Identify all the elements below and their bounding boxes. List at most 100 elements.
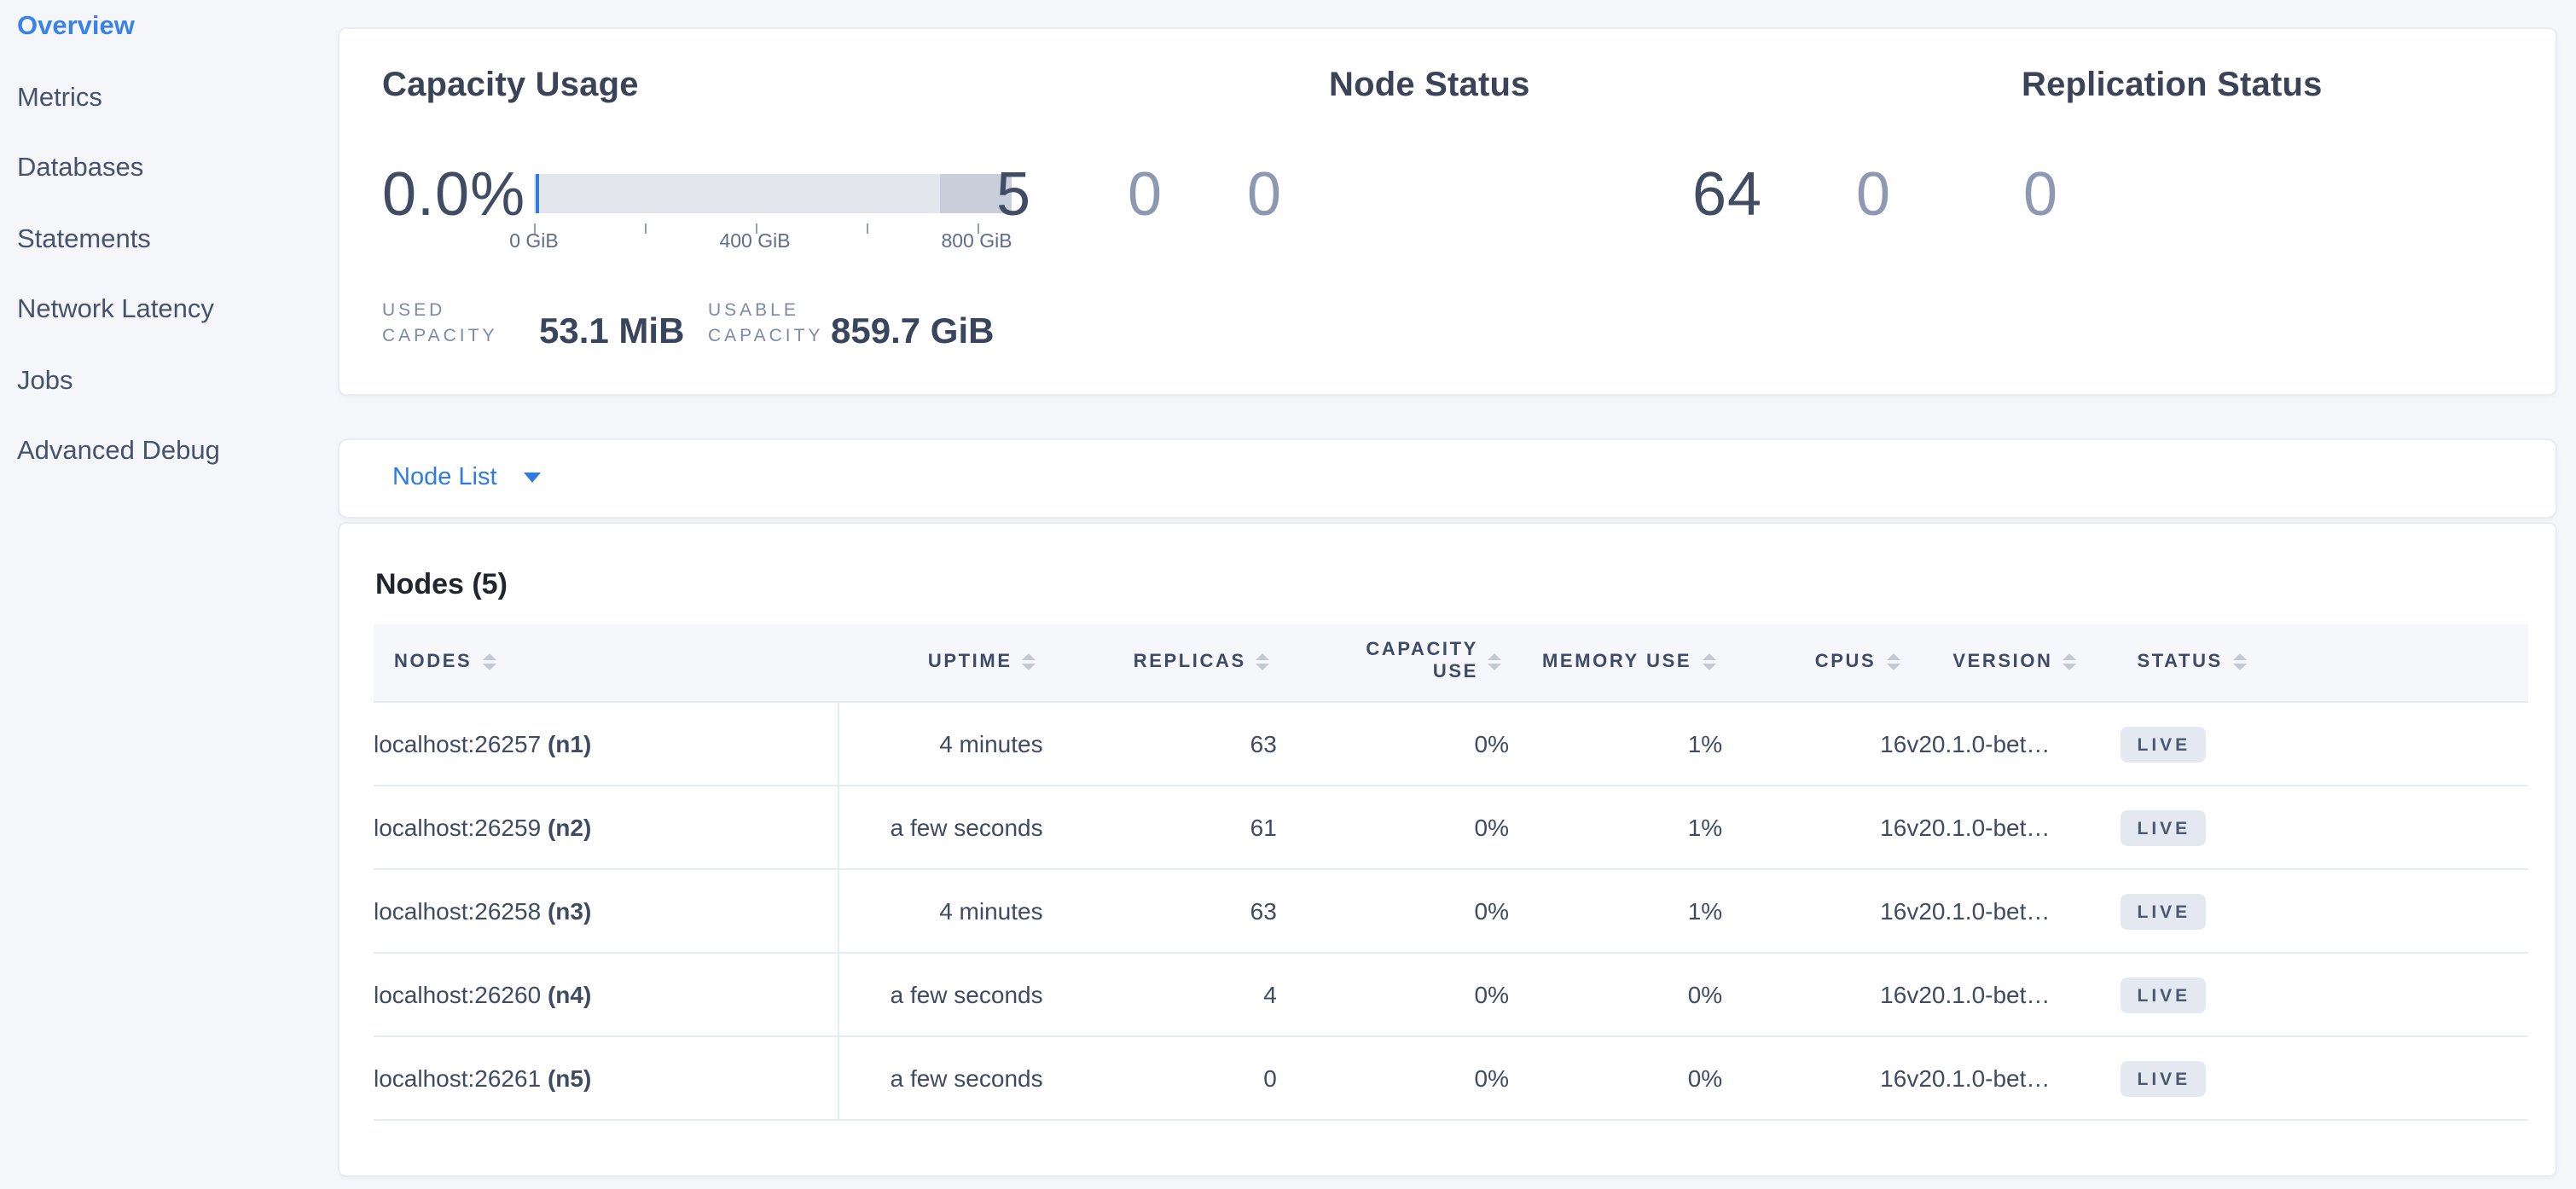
used-capacity-value: 53.1 MiB [539, 312, 685, 351]
node-id: (n3) [547, 897, 592, 925]
cell-memory-use: 0% [1508, 1036, 1723, 1121]
nodes-heading: Nodes (5) [375, 567, 508, 600]
status-badge: LIVE [2120, 977, 2207, 1012]
cell-nodes[interactable]: localhost:26261 (n5) [374, 1036, 839, 1121]
column-label: MEMORY USE [1542, 652, 1692, 673]
usable-capacity-value: 859.7 GiB [831, 312, 995, 351]
node-id: (n2) [547, 814, 592, 841]
column-label: STATUS [2137, 652, 2223, 673]
stat-value-dead-nodes: 0 [1247, 159, 1283, 229]
node-list-dropdown[interactable]: Node List [392, 464, 497, 492]
axis-tick-label: 400 GiB [719, 232, 791, 252]
column-label: NODES [394, 652, 473, 673]
cell-version: v20.1.0-bet… [1906, 786, 2121, 870]
sidebar-item-metrics[interactable]: Metrics [17, 83, 102, 112]
cell-status: LIVE [2120, 869, 2528, 954]
column-header-status[interactable]: STATUS [2120, 624, 2528, 703]
column-header-uptime[interactable]: UPTIME [838, 624, 1043, 703]
status-badge: LIVE [2120, 1060, 2207, 1096]
column-header-capacity-use[interactable]: CAPACITY USE [1276, 624, 1509, 703]
sidebar-item-databases[interactable]: Databases [17, 154, 144, 183]
cell-nodes[interactable]: localhost:26258 (n3) [374, 869, 839, 954]
node-address: localhost:26260 [374, 981, 548, 1008]
table-row: localhost:26259 (n2) a few seconds 61 0% 1% 1… [374, 786, 2528, 870]
axis-tick-label: 800 GiB [941, 232, 1012, 252]
sidebar-item-jobs[interactable]: Jobs [17, 366, 73, 395]
chevron-down-icon[interactable] [524, 473, 542, 484]
table-row: localhost:26258 (n3) 4 minutes 63 0% 1% 16 v20… [374, 869, 2528, 954]
sort-icon [2063, 653, 2077, 671]
cell-uptime: a few seconds [838, 953, 1043, 1037]
cell-version: v20.1.0-bet… [1906, 869, 2121, 954]
capacity-bar-reserved-segment [940, 174, 1012, 213]
column-header-nodes[interactable]: NODES [374, 624, 838, 703]
cell-nodes[interactable]: localhost:26257 (n1) [374, 702, 839, 786]
node-address: localhost:26258 [374, 897, 548, 925]
cell-status: LIVE [2120, 953, 2528, 1037]
cell-cpus: 16 [1722, 786, 1907, 870]
cell-memory-use: 0% [1508, 953, 1723, 1037]
cell-replicas: 61 [1042, 786, 1277, 870]
column-label: CPUS [1814, 652, 1877, 673]
sort-icon [1886, 653, 1900, 671]
column-header-version[interactable]: VERSION [1906, 624, 2121, 703]
cell-capacity-use: 0% [1276, 1036, 1509, 1121]
cell-nodes[interactable]: localhost:26260 (n4) [374, 953, 839, 1037]
status-badge: LIVE [2120, 893, 2207, 929]
sidebar-item-statements[interactable]: Statements [17, 224, 151, 253]
node-status-title: Node Status [1329, 67, 1530, 104]
cell-uptime: a few seconds [838, 786, 1043, 870]
sidebar-item-overview[interactable]: Overview [17, 12, 135, 41]
cell-status: LIVE [2120, 702, 2528, 786]
used-capacity-label: USED CAPACITY [382, 300, 498, 346]
sort-icon [1022, 653, 1036, 671]
nodes-table: NODES UPTIME REPLICAS CAPACITY USE MEMORY US… [374, 624, 2528, 1121]
cell-nodes[interactable]: localhost:26259 (n2) [374, 786, 839, 870]
column-header-memory-use[interactable]: MEMORY USE [1508, 624, 1723, 703]
cell-status: LIVE [2120, 786, 2528, 870]
view-selector-bar: Node List [338, 438, 2557, 518]
stat-value-under-replicated-ranges: 0 [1856, 159, 1892, 229]
cell-capacity-use: 0% [1276, 869, 1509, 954]
capacity-usage-title: Capacity Usage [382, 67, 639, 104]
status-badge: LIVE [2120, 809, 2207, 845]
table-row: localhost:26260 (n4) a few seconds 4 0% 0% 16… [374, 953, 2528, 1037]
axis-tick-mark [977, 223, 978, 234]
cell-cpus: 16 [1722, 953, 1907, 1037]
cell-capacity-use: 0% [1276, 786, 1509, 870]
cluster-summary-card: Capacity Usage 0.0% 0 GiB 400 GiB 800 GiB … [338, 27, 2557, 396]
status-badge: LIVE [2120, 726, 2207, 762]
node-address: localhost:26259 [374, 814, 548, 841]
replication-status-title: Replication Status [2022, 67, 2323, 104]
cell-uptime: 4 minutes [838, 702, 1043, 786]
column-header-cpus[interactable]: CPUS [1722, 624, 1907, 703]
cell-memory-use: 1% [1508, 702, 1723, 786]
nodes-card: Nodes (5) NODES UPTIME REPLICAS CAPACITY US… [338, 521, 2557, 1176]
node-id: (n1) [547, 730, 592, 757]
cell-replicas: 63 [1042, 702, 1277, 786]
cell-replicas: 0 [1042, 1036, 1277, 1121]
cell-cpus: 16 [1722, 869, 1907, 954]
column-header-replicas[interactable]: REPLICAS [1042, 624, 1277, 703]
column-label: UPTIME [927, 652, 1012, 673]
axis-tick-mark [534, 223, 536, 234]
table-row: localhost:26261 (n5) a few seconds 0 0% 0% 16… [374, 1036, 2528, 1121]
node-id: (n5) [547, 1064, 592, 1092]
cell-cpus: 16 [1722, 702, 1907, 786]
sidebar-item-network-latency[interactable]: Network Latency [17, 295, 214, 324]
sort-icon [2232, 653, 2247, 671]
stat-value-total-ranges: 64 [1692, 159, 1763, 229]
cell-version: v20.1.0-bet… [1906, 702, 2121, 786]
cell-memory-use: 1% [1508, 786, 1723, 870]
cell-replicas: 63 [1042, 869, 1277, 954]
sort-icon [482, 653, 496, 671]
axis-tick-mark [755, 223, 757, 234]
sidebar-item-advanced-debug[interactable]: Advanced Debug [17, 437, 220, 466]
cell-capacity-use: 0% [1276, 953, 1509, 1037]
cell-replicas: 4 [1042, 953, 1277, 1037]
capacity-bar-used-marker [536, 174, 539, 213]
cell-status: LIVE [2120, 1036, 2528, 1121]
cell-cpus: 16 [1722, 1036, 1907, 1121]
column-label: REPLICAS [1133, 652, 1246, 673]
